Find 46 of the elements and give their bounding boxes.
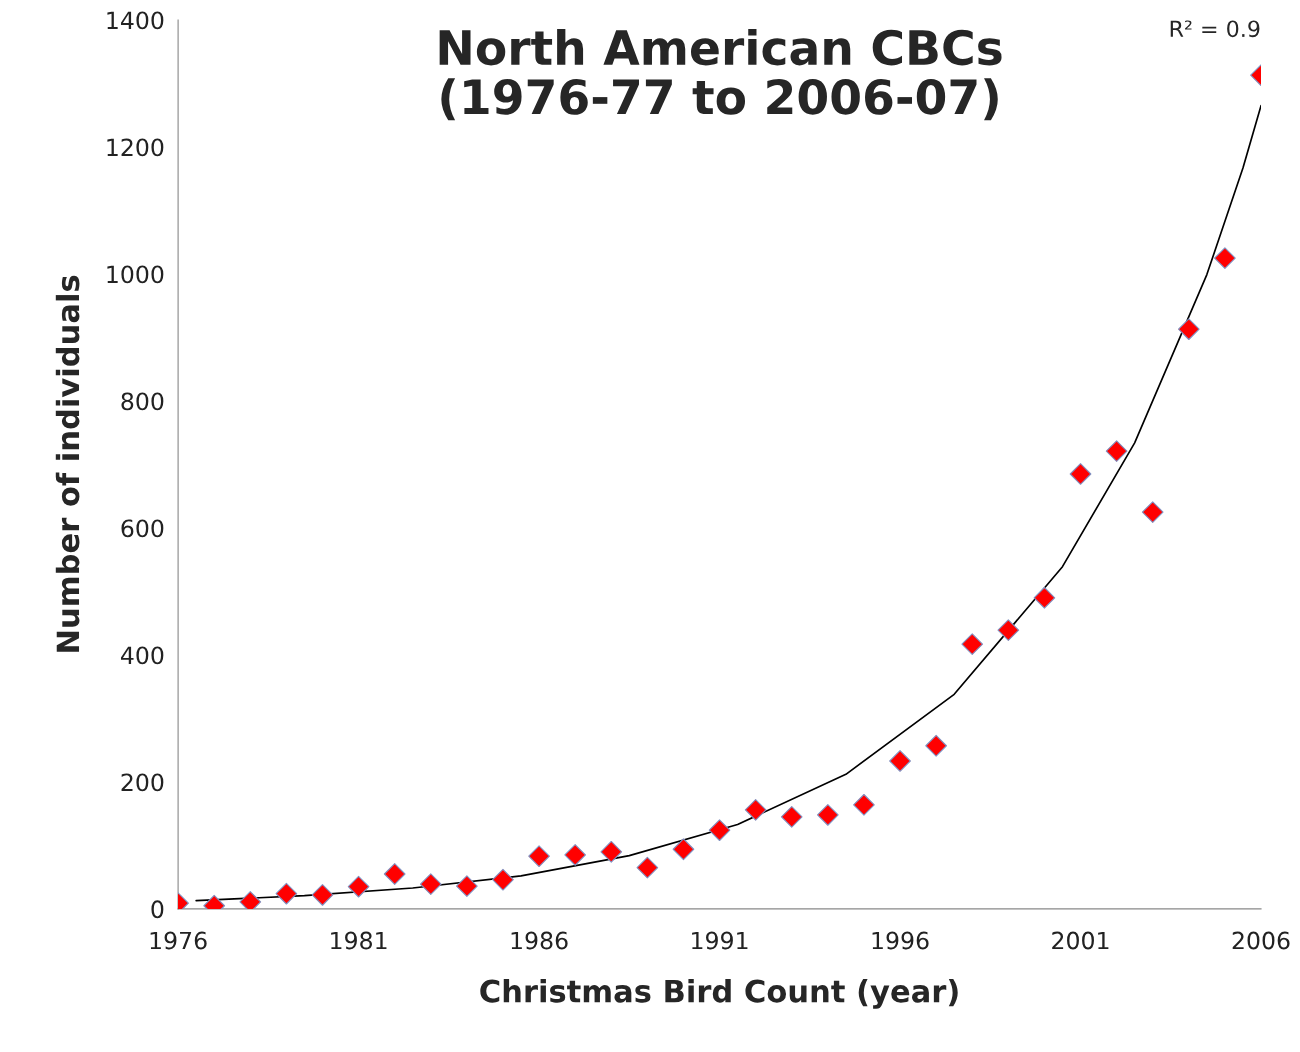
point xyxy=(564,844,587,866)
point xyxy=(889,750,911,772)
annotation: R² = 0.9 xyxy=(1170,20,1260,38)
y-tick-label: 800 xyxy=(121,392,164,411)
point xyxy=(636,856,659,879)
point xyxy=(997,619,1020,642)
point xyxy=(347,875,370,898)
x-tick-label: 1976 xyxy=(150,931,207,950)
y-tick-label: 600 xyxy=(121,519,164,538)
point xyxy=(600,840,623,863)
text: North American CBCs (1976-77 to 2006-07) xyxy=(439,28,1002,121)
x-tick-label: 1991 xyxy=(692,931,748,950)
point xyxy=(383,863,406,885)
point xyxy=(275,882,298,905)
point xyxy=(1177,318,1200,341)
y-axis-title: Number of individuals xyxy=(55,275,80,652)
point xyxy=(925,734,947,757)
point xyxy=(816,804,839,826)
y-tick-label: 1000 xyxy=(107,265,164,284)
point xyxy=(961,633,984,656)
point xyxy=(780,806,803,828)
x-tick-label: 1996 xyxy=(872,931,929,950)
x-tick-label: 1986 xyxy=(511,931,568,950)
point xyxy=(708,819,731,842)
point xyxy=(744,799,767,821)
y-tick-label: 400 xyxy=(120,646,164,665)
point xyxy=(492,868,514,891)
y-tick-label: 0 xyxy=(151,900,164,919)
point xyxy=(1141,501,1164,523)
point xyxy=(419,873,442,896)
point xyxy=(1214,247,1236,269)
point xyxy=(528,845,550,868)
point xyxy=(311,884,334,906)
point xyxy=(1105,440,1128,462)
x-tick-label: 1981 xyxy=(331,931,387,950)
x-tick-label: 2006 xyxy=(1232,931,1290,950)
y-tick-label: 1200 xyxy=(107,138,164,157)
point xyxy=(1033,586,1056,609)
y-tick-label: 1400 xyxy=(107,11,164,30)
point xyxy=(672,838,695,861)
x-tick-label: 2001 xyxy=(1052,931,1109,950)
point xyxy=(1069,463,1092,485)
point xyxy=(456,875,478,897)
point xyxy=(853,793,875,816)
x-axis-title: Christmas Bird Count (year) xyxy=(480,979,958,1009)
y-tick-label: 200 xyxy=(121,773,164,792)
